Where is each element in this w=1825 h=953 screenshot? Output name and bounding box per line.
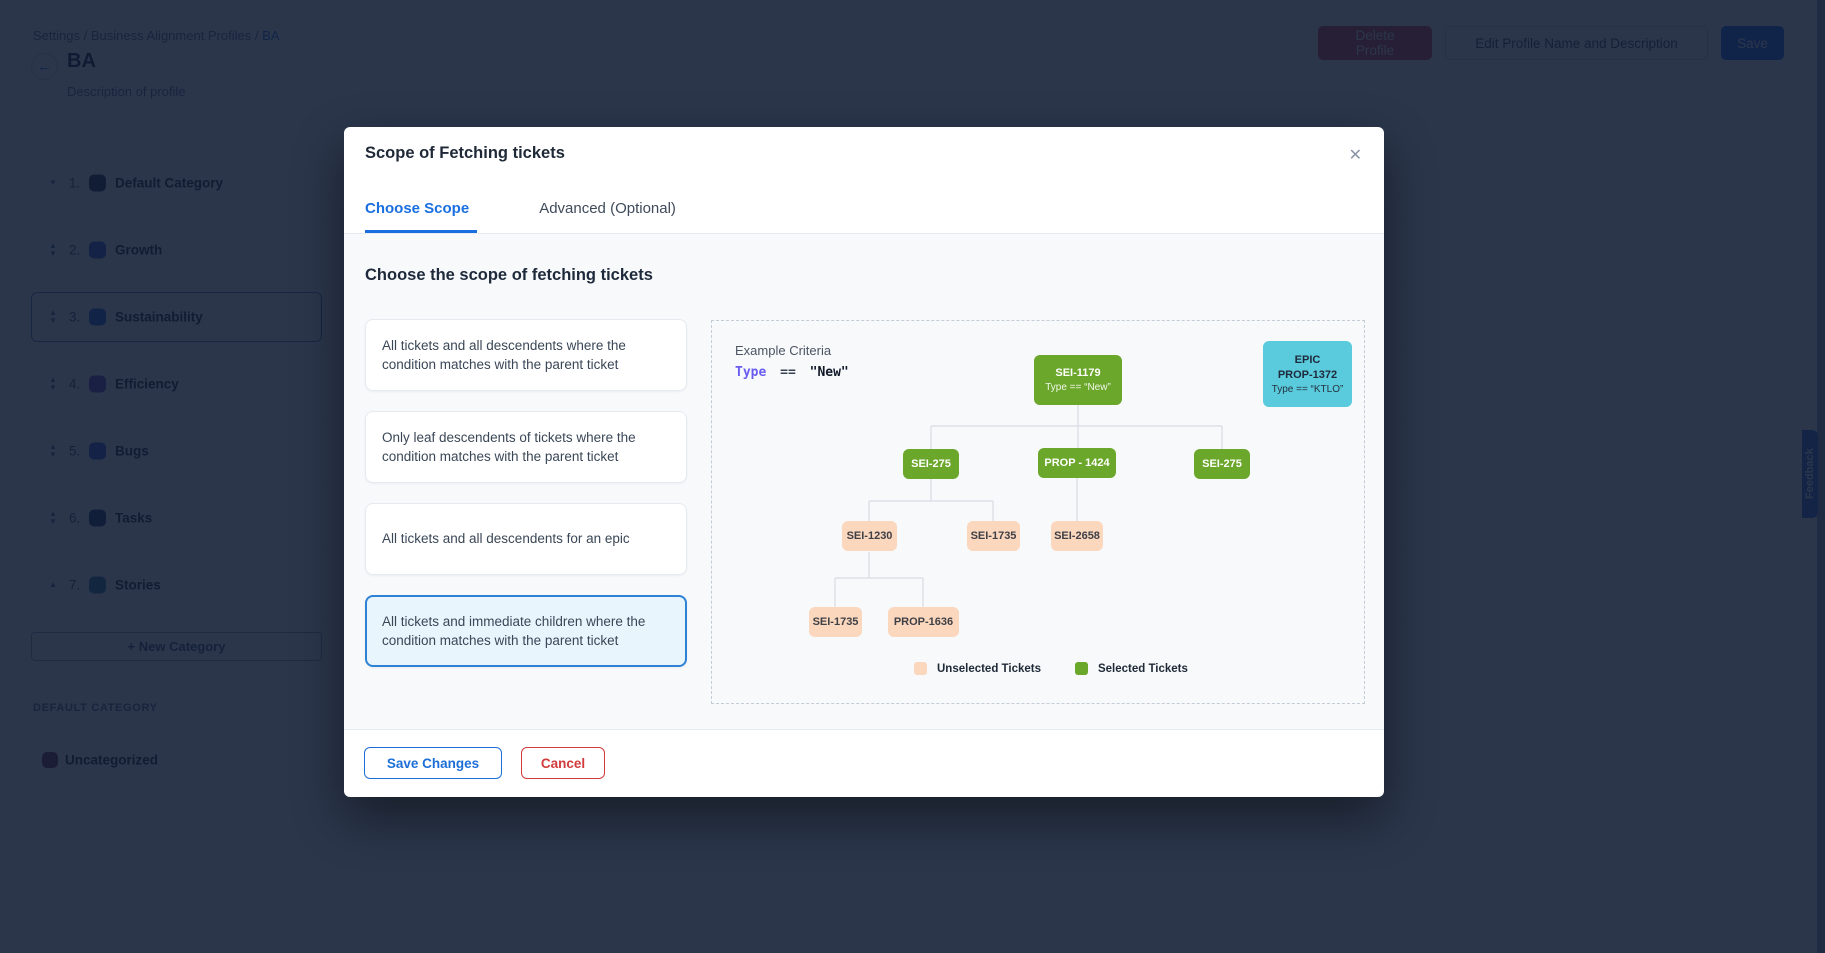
ticket-id: PROP-1372 [1277, 368, 1338, 381]
example-criteria-label: Example Criteria [735, 343, 832, 358]
tree-node: SEI-275 [1194, 449, 1250, 479]
ticket-id: SEI-1230 [846, 530, 893, 542]
legend-label: Selected Tickets [1097, 662, 1188, 675]
modal-header: Scope of Fetching tickets ✕ Choose Scope… [344, 127, 1384, 233]
ticket-id: SEI-1735 [812, 616, 859, 628]
ticket-id: SEI-2658 [1054, 530, 1100, 542]
criteria-operator: == [780, 365, 796, 380]
epic-tag: EPIC [1294, 353, 1321, 366]
ticket-criteria: Type == “KTLO” [1271, 383, 1344, 395]
ticket-id: SEI-275 [1202, 458, 1242, 470]
save-changes-button[interactable]: Save Changes [364, 747, 502, 779]
example-diagram: Example Criteria Type == "New" [711, 320, 1365, 704]
ticket-criteria: Type == “New” [1045, 382, 1111, 393]
ticket-id: PROP-1636 [893, 616, 954, 628]
tree-node: SEI-1230 [842, 521, 897, 551]
scope-option-epic-descendents[interactable]: All tickets and all descendents for an e… [365, 503, 687, 575]
tree-node: SEI-275 [903, 449, 959, 479]
ticket-id: PROP - 1424 [1044, 457, 1110, 469]
tree-node: SEI-1735 [967, 521, 1020, 551]
criteria-field: Type [735, 365, 767, 380]
selected-swatch [1074, 662, 1088, 675]
legend-item-selected: Selected Tickets [1074, 662, 1188, 675]
scope-of-fetching-tickets-modal: Scope of Fetching tickets ✕ Choose Scope… [344, 127, 1384, 797]
modal-body: Choose the scope of fetching tickets All… [344, 233, 1384, 730]
scope-options: All tickets and all descendents where th… [365, 319, 687, 687]
ticket-id: SEI-1179 [1055, 367, 1101, 379]
legend-item-unselected: Unselected Tickets [914, 662, 1041, 675]
legend-label: Unselected Tickets [937, 662, 1041, 675]
modal-tabs: Choose Scope Advanced (Optional) [365, 200, 746, 233]
tree-node: PROP - 1424 [1038, 448, 1116, 478]
scope-option-leaf-descendents[interactable]: Only leaf descendents of tickets where t… [365, 411, 687, 483]
scope-option-all-descendents[interactable]: All tickets and all descendents where th… [365, 319, 687, 391]
example-criteria-code: Type == "New" [735, 365, 849, 380]
legend: Unselected Tickets Selected Tickets [914, 662, 1188, 675]
close-icon[interactable]: ✕ [1348, 147, 1362, 164]
unselected-swatch [914, 662, 927, 675]
tree-node-root: SEI-1179 Type == “New” [1034, 355, 1122, 405]
ticket-id: SEI-1735 [970, 530, 1017, 542]
tab-advanced-optional[interactable]: Advanced (Optional) [539, 200, 676, 217]
modal-title: Scope of Fetching tickets [365, 144, 565, 162]
tree-node: SEI-2658 [1051, 521, 1103, 551]
scope-heading: Choose the scope of fetching tickets [365, 266, 653, 284]
tree-node: PROP-1636 [888, 607, 959, 637]
cancel-button[interactable]: Cancel [521, 747, 605, 779]
tab-choose-scope[interactable]: Choose Scope [365, 200, 478, 233]
ticket-id: SEI-275 [911, 458, 951, 470]
tree-node: SEI-1735 [809, 607, 862, 637]
criteria-value: "New" [809, 365, 849, 380]
scope-option-immediate-children[interactable]: All tickets and immediate children where… [365, 595, 687, 667]
tree-connectors [834, 405, 1223, 607]
tree-node-epic: EPIC PROP-1372 Type == “KTLO” [1263, 341, 1352, 407]
modal-footer: Save Changes Cancel [344, 730, 1384, 796]
